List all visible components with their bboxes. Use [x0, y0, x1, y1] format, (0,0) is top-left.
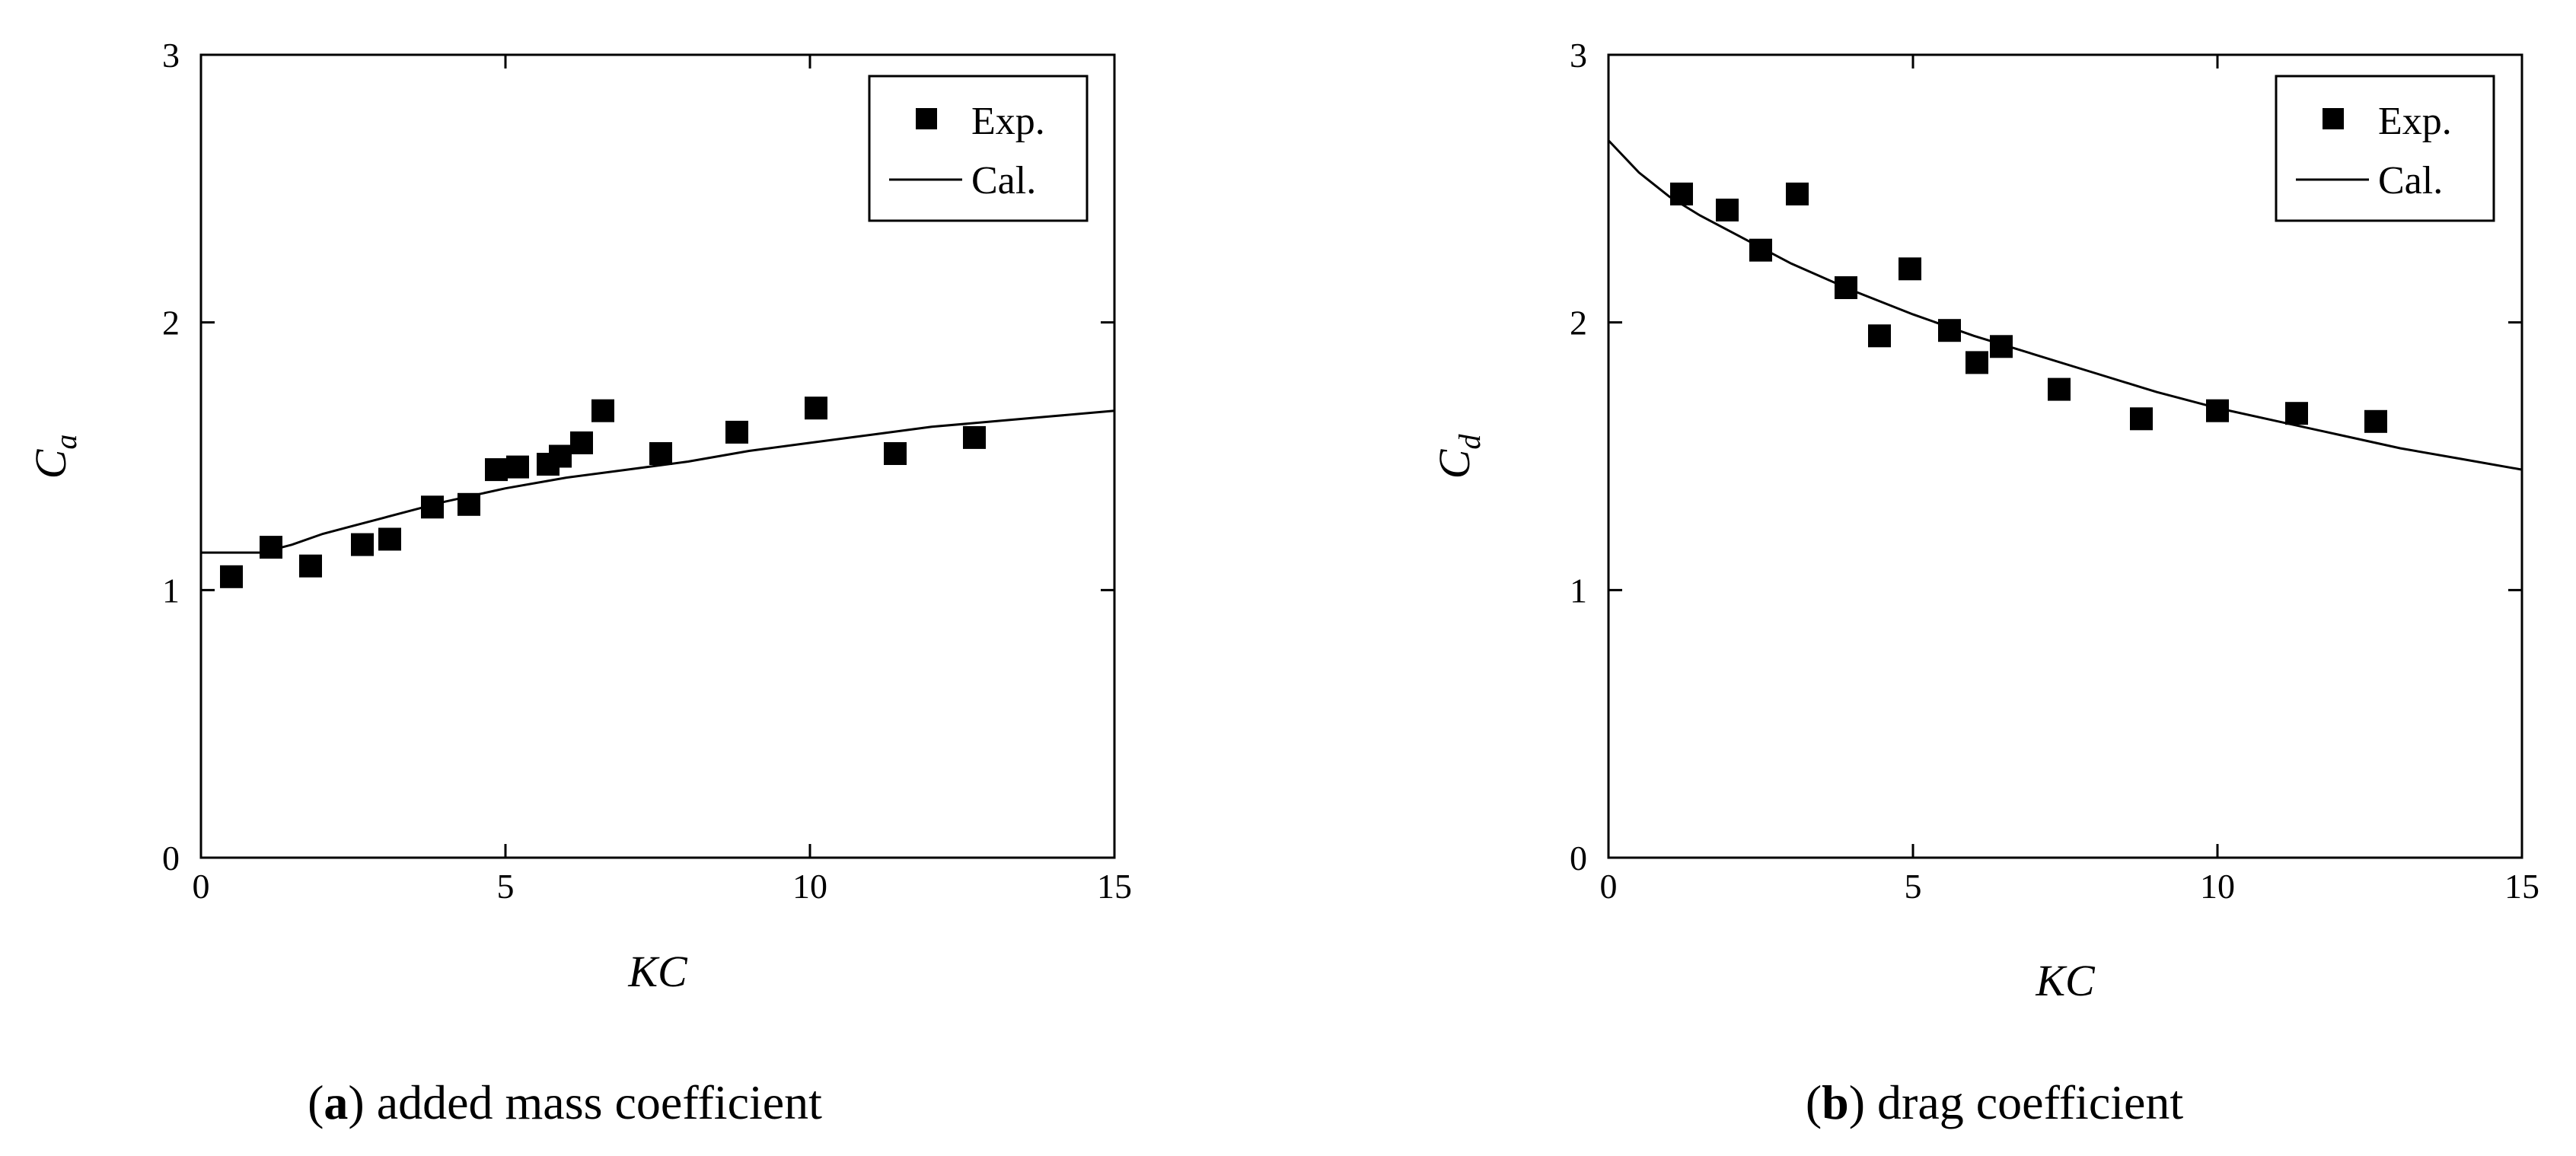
panel-b-legend: Exp. Cal.	[2275, 75, 2495, 222]
panel-a-legend: Exp. Cal.	[868, 75, 1089, 222]
panel-b-ytick-label-0: 0	[1570, 839, 1587, 877]
panel-b-ticks	[1607, 53, 2523, 859]
panel-a-ytick-label-1: 1	[162, 571, 180, 610]
panel-b-exp-point-0	[1670, 182, 1693, 205]
panel-a-tick-labels: 0 5 10 15 0 1 2 3	[162, 36, 1132, 906]
panel-b-exp-point-11	[2130, 407, 2153, 431]
panel-b-exp-point-4	[1835, 276, 1857, 299]
panel-a-exp-point-12	[591, 399, 614, 422]
panel-b-caption-letter: b	[1822, 1075, 1849, 1129]
panel-b-exp-point-7	[1938, 319, 1961, 342]
panel-b-exp-point-2	[1749, 238, 1772, 262]
panel-b-legend-exp-label: Exp.	[2378, 100, 2452, 143]
panel-a-legend-cal-label: Cal.	[971, 159, 1036, 202]
panel-a-y-axis-title: Ca	[26, 435, 83, 479]
panel-b-exp-point-12	[2206, 399, 2229, 422]
panel-b-legend-box	[2275, 75, 2495, 222]
panel-a-exp-point-11	[570, 431, 593, 454]
panel-a-legend-exp-marker	[916, 108, 937, 129]
panel-a-exp-point-17	[963, 425, 986, 449]
panel-a-legend-box	[868, 75, 1089, 222]
panel-b-caption: (b) drag coefficient	[1806, 1075, 2184, 1129]
panel-b-y-axis-title-sub: d	[1452, 434, 1487, 450]
panel-a-legend-exp-label: Exp.	[971, 100, 1045, 143]
panel-b-exp-point-9	[1990, 335, 2013, 358]
panel-b-exp-point-6	[1899, 257, 1921, 281]
panel-a-ticks	[199, 53, 1116, 859]
panel-a-xtick-label-2: 10	[792, 867, 827, 906]
panel-b-ytick-label-1: 1	[1570, 571, 1587, 610]
panel-b-exp-point-14	[2364, 409, 2387, 433]
panel-a-exp-point-16	[884, 442, 907, 465]
panel-b-exp-point-13	[2285, 402, 2308, 425]
panel-a-y-axis-title-sub: a	[49, 435, 83, 450]
panel-b-exp-point-1	[1716, 199, 1739, 221]
panel-b-legend-cal-label: Cal.	[2378, 159, 2443, 202]
panel-b-legend-exp-marker	[2323, 108, 2344, 129]
panel-a-cal-line	[201, 409, 1115, 554]
panel-b-exp-point-10	[2048, 377, 2071, 401]
panel-a-caption-text: added mass coefficient	[377, 1075, 822, 1129]
panel-a-added-mass: 0 5 10 15 0 1 2 3 KC Ca Exp. Cal. (a) added mas…	[26, 36, 1132, 1129]
panel-a-plot-frame	[199, 53, 1116, 859]
panel-a-ytick-label-2: 2	[162, 304, 180, 342]
panel-a-exp-point-13	[649, 442, 672, 465]
panel-b-cal-line	[1607, 139, 2523, 471]
panel-b-y-axis-title: Cd	[1430, 434, 1487, 479]
panel-a-ytick-label-0: 0	[162, 839, 180, 877]
panel-b-xtick-label-1: 5	[1905, 867, 1922, 906]
panel-b-plot-frame	[1607, 53, 2523, 859]
panel-a-exp-point-10	[549, 444, 572, 468]
panel-b-xtick-label-2: 10	[2200, 867, 2235, 906]
panel-b-exp-point-8	[1965, 351, 1988, 374]
panel-a-ytick-label-3: 3	[162, 36, 180, 75]
panel-a-exp-point-8	[506, 455, 529, 479]
panel-b-drag: 0 5 10 15 0 1 2 3 KC Cd Exp. Cal. (b) drag coef…	[1430, 36, 2539, 1129]
panel-b-caption-text: drag coefficient	[1877, 1075, 2183, 1129]
panel-b-y-axis-title-main: C	[1430, 448, 1479, 479]
panel-b-ytick-label-2: 2	[1570, 304, 1587, 342]
panel-b-marks	[1607, 139, 2523, 471]
panel-a-y-axis-title-main: C	[26, 448, 75, 479]
panel-a-exp-point-6	[457, 492, 480, 516]
panel-a-xtick-label-1: 5	[497, 867, 515, 906]
panel-a-xtick-label-0: 0	[193, 867, 210, 906]
panel-b-exp-point-3	[1786, 182, 1809, 205]
panel-a-x-axis-title: KC	[627, 947, 688, 996]
panel-a-exp-point-15	[805, 396, 827, 420]
panel-b-xtick-label-0: 0	[1600, 867, 1618, 906]
panel-a-caption-letter: a	[324, 1075, 348, 1129]
panel-a-exp-point-3	[351, 533, 374, 556]
panel-a-marks	[201, 396, 1115, 588]
panel-a-exp-point-2	[299, 554, 322, 578]
panel-a-caption: (a) added mass coefficient	[308, 1075, 822, 1129]
panel-a-exp-point-0	[220, 565, 243, 588]
panel-a-exp-point-5	[421, 495, 444, 519]
panel-b-x-axis-title: KC	[2035, 956, 2096, 1005]
panel-a-exp-point-4	[378, 527, 401, 551]
panel-b-exp-point-5	[1868, 324, 1891, 348]
panel-b-ytick-label-3: 3	[1570, 36, 1587, 75]
panel-b-tick-labels: 0 5 10 15 0 1 2 3	[1570, 36, 2539, 906]
panel-b-xtick-label-3: 15	[2504, 867, 2539, 906]
panel-a-xtick-label-3: 15	[1097, 867, 1132, 906]
panel-a-exp-point-1	[260, 536, 282, 559]
panel-a-exp-point-14	[725, 420, 748, 444]
panel-a-exp-point-7	[485, 458, 508, 482]
